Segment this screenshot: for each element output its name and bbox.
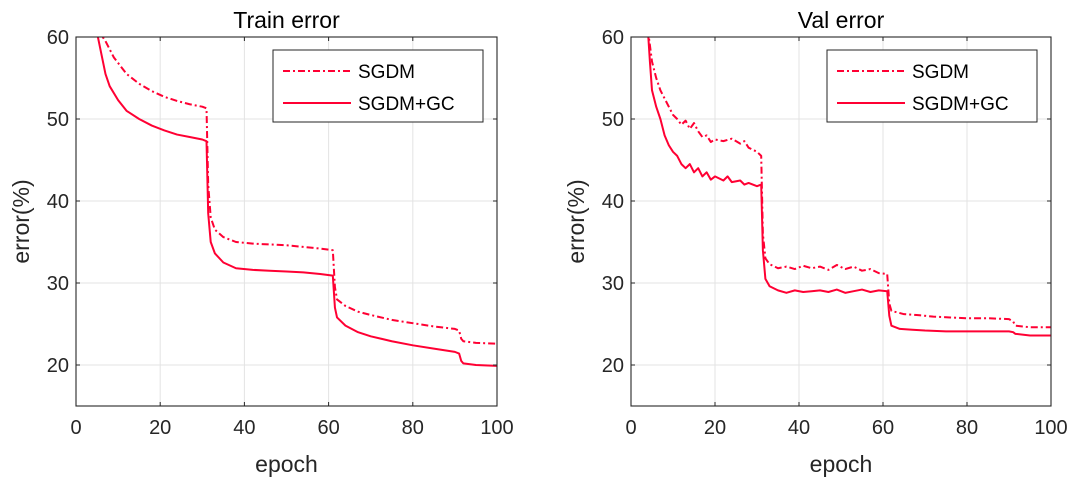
series-line-sgdm-gc <box>96 37 497 367</box>
x-tick-label: 100 <box>480 417 513 439</box>
y-tick-label: 20 <box>602 355 624 377</box>
legend-label: SGDM+GC <box>358 94 455 115</box>
chart-title: Val error <box>798 7 885 33</box>
legend-box <box>826 49 1038 123</box>
chart-title: Train error <box>233 7 340 33</box>
x-tick-label: 20 <box>149 417 171 439</box>
y-tick-label: 50 <box>602 109 624 131</box>
y-tick-label: 50 <box>47 109 69 131</box>
x-axis-label: epoch <box>255 451 318 477</box>
x-axis-label: epoch <box>810 451 873 477</box>
y-tick-label: 60 <box>47 27 69 49</box>
chart-panel-1: 0 20 40 60 80 100 20 30 40 50 60 Train error epoch er… <box>8 7 514 477</box>
y-axis-label: error(%) <box>563 179 589 263</box>
legend-label: SGDM <box>358 62 415 83</box>
y-tick-label: 40 <box>602 191 624 213</box>
x-tick-label: 60 <box>872 417 894 439</box>
x-tick-label: 80 <box>956 417 978 439</box>
y-tick-label: 30 <box>47 273 69 295</box>
y-tick-label: 60 <box>602 27 624 49</box>
x-tick-label: 40 <box>788 417 810 439</box>
x-tick-label: 40 <box>233 417 255 439</box>
legend: SGDM SGDM+GC <box>826 49 1038 123</box>
chart-panel-2: 0 20 40 60 80 100 20 30 40 50 60 Val error epoch erro… <box>563 7 1068 477</box>
x-tick-label: 60 <box>317 417 339 439</box>
axes-box <box>75 36 498 407</box>
legend-label: SGDM <box>912 62 969 83</box>
legend-label: SGDM+GC <box>912 94 1009 115</box>
legend-box <box>272 49 484 123</box>
legend: SGDM SGDM+GC <box>272 49 484 123</box>
x-tick-label: 0 <box>70 417 81 439</box>
x-tick-label: 20 <box>704 417 726 439</box>
y-tick-label: 20 <box>47 355 69 377</box>
y-tick-label: 30 <box>602 273 624 295</box>
x-tick-label: 80 <box>402 417 424 439</box>
y-tick-label: 40 <box>47 191 69 213</box>
series-line-sgdm <box>101 37 497 345</box>
axes-box <box>630 36 1052 407</box>
series-line-sgdm <box>647 37 1051 329</box>
series-line-sgdm-gc <box>647 37 1051 337</box>
x-tick-label: 0 <box>625 417 636 439</box>
y-axis-label: error(%) <box>8 179 34 263</box>
x-tick-label: 100 <box>1034 417 1067 439</box>
